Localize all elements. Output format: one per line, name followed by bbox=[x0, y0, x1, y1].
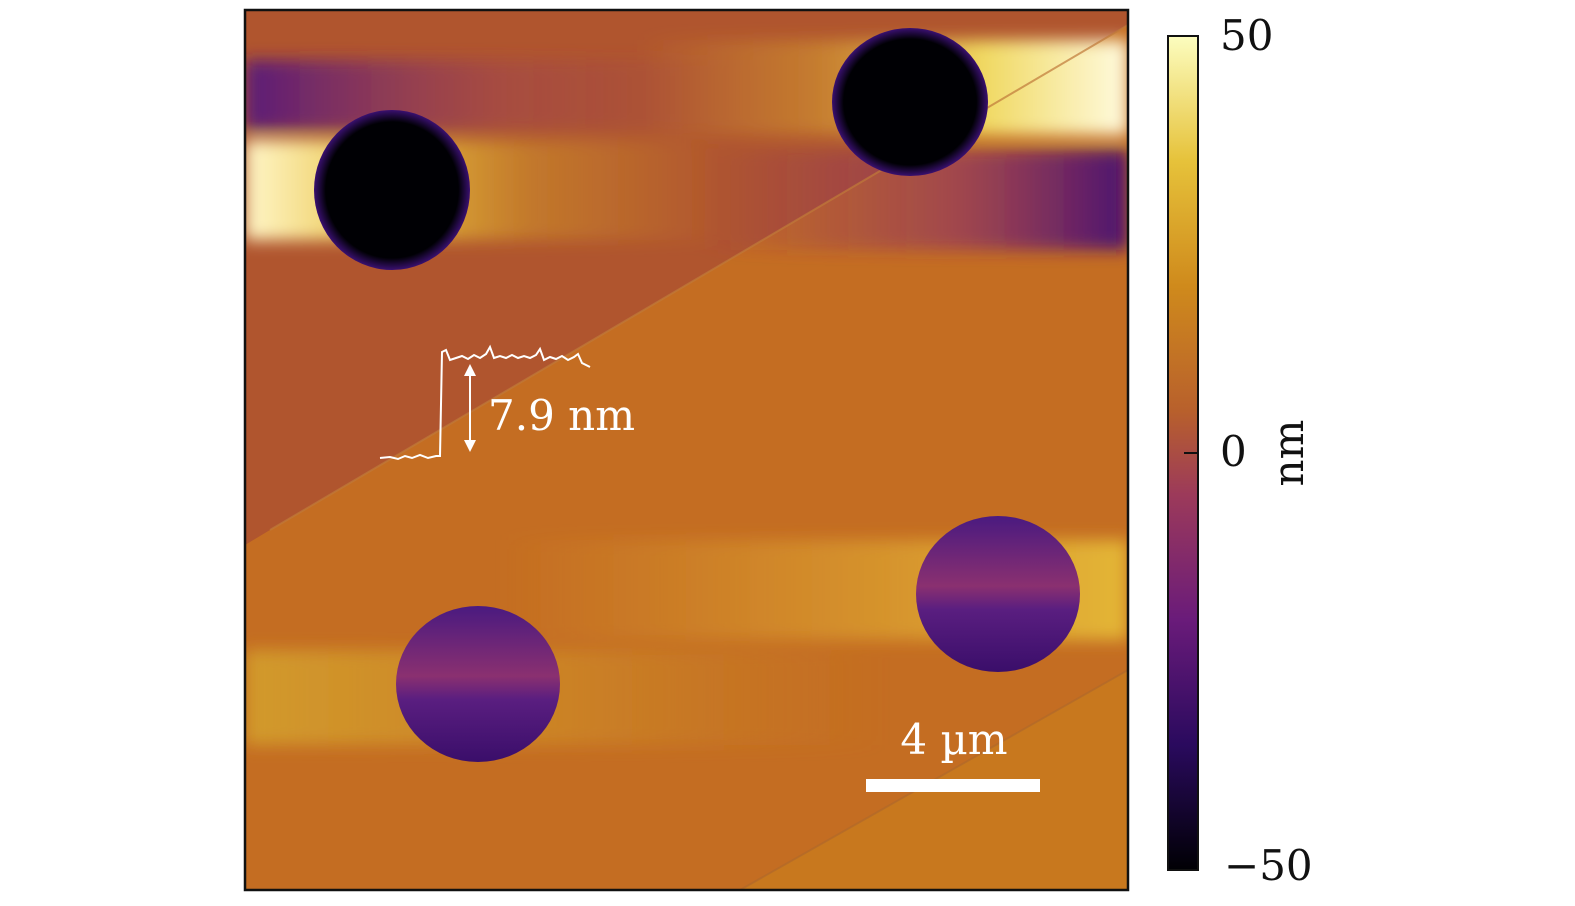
step-height-label: 7.9 nm bbox=[488, 391, 635, 440]
afm-height-map bbox=[245, 10, 1128, 890]
colorbar-mid-label: 0 bbox=[1220, 427, 1247, 476]
purple-hole-bottom-left bbox=[396, 606, 560, 762]
colorbar-unit-label: nm bbox=[1264, 420, 1313, 487]
step-height-arrow bbox=[464, 364, 476, 452]
dark-hole-top-left bbox=[314, 110, 470, 270]
image-frame bbox=[243, 8, 1130, 892]
step-profile bbox=[379, 344, 591, 461]
scale-bar bbox=[866, 779, 1040, 792]
scale-bar-label: 4 µm bbox=[900, 715, 1007, 764]
purple-hole-bottom-right bbox=[916, 516, 1080, 672]
colorbar-max-label: 50 bbox=[1220, 11, 1273, 60]
colorbar bbox=[1167, 35, 1199, 871]
colorbar-min-label: −50 bbox=[1224, 841, 1313, 890]
dark-hole-top-right bbox=[832, 28, 988, 176]
